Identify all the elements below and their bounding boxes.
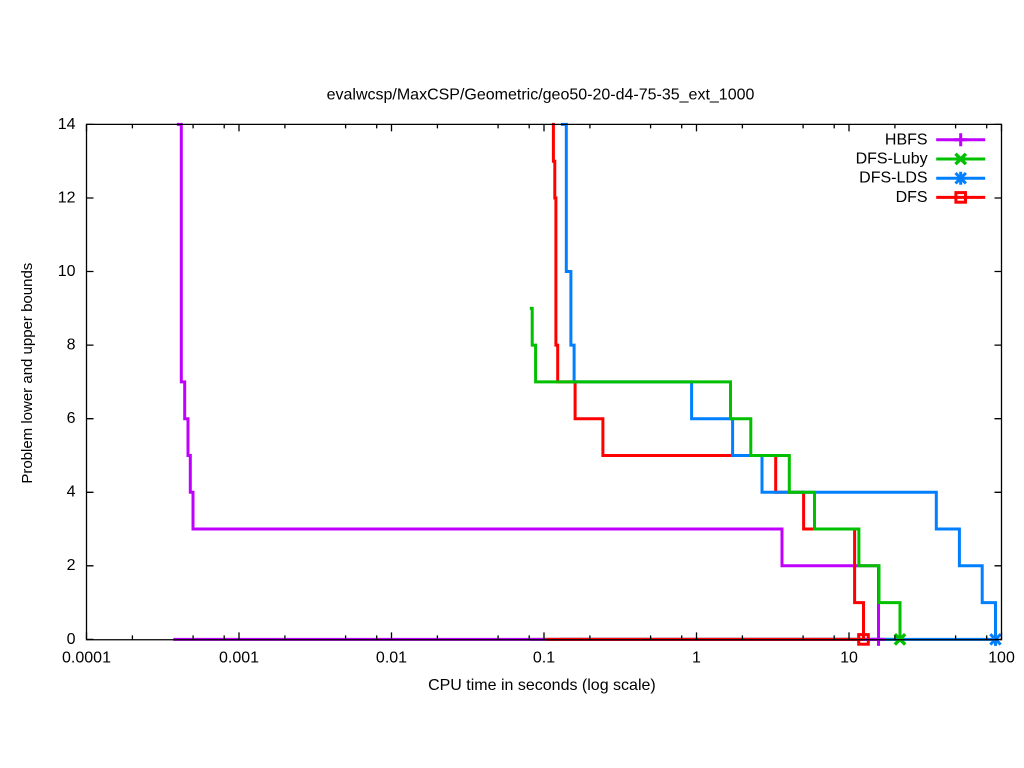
svg-text:8: 8 <box>67 337 76 354</box>
svg-text:0.1: 0.1 <box>533 650 555 667</box>
svg-text:0: 0 <box>67 631 76 648</box>
svg-text:0.001: 0.001 <box>219 650 259 667</box>
svg-text:HBFS: HBFS <box>885 131 928 148</box>
svg-text:DFS: DFS <box>896 189 928 206</box>
svg-text:100: 100 <box>988 650 1015 667</box>
svg-text:4: 4 <box>67 484 76 501</box>
svg-text:2: 2 <box>67 557 76 574</box>
svg-text:10: 10 <box>58 263 76 280</box>
svg-text:6: 6 <box>67 410 76 427</box>
svg-text:CPU time in seconds (log scale: CPU time in seconds (log scale) <box>428 677 656 694</box>
svg-text:0.0001: 0.0001 <box>62 650 111 667</box>
svg-text:DFS-LDS: DFS-LDS <box>859 170 927 187</box>
svg-text:10: 10 <box>840 650 858 667</box>
svg-text:evalwcsp/MaxCSP/Geometric/geo5: evalwcsp/MaxCSP/Geometric/geo50-20-d4-75… <box>327 86 755 103</box>
svg-text:0.01: 0.01 <box>376 650 407 667</box>
svg-text:Problem lower and upper bounds: Problem lower and upper bounds <box>19 263 36 484</box>
svg-text:1: 1 <box>692 650 701 667</box>
svg-text:14: 14 <box>58 116 76 133</box>
svg-text:12: 12 <box>58 189 76 206</box>
svg-text:DFS-Luby: DFS-Luby <box>856 151 928 168</box>
